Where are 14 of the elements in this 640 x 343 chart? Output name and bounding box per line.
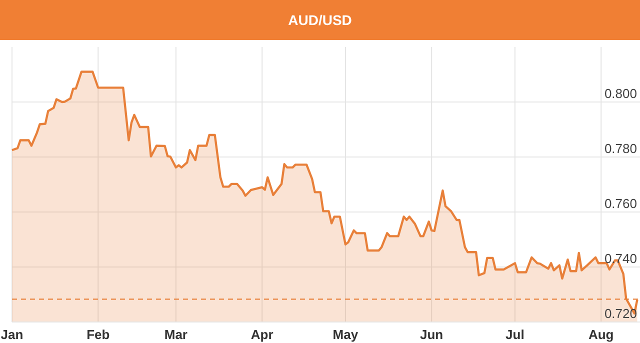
x-tick-label: Jan [0, 327, 24, 342]
y-tick-label: 0.760 [604, 196, 637, 211]
y-tick-label: 0.800 [604, 86, 637, 101]
y-tick-label: 0.720 [604, 306, 637, 321]
x-tick-label: Jul [506, 327, 524, 342]
x-tick-label: Aug [588, 327, 614, 342]
x-tick-label: Apr [250, 327, 274, 342]
x-tick-label: May [332, 327, 359, 342]
x-tick-label: Mar [164, 327, 188, 342]
chart-title: AUD/USD [288, 12, 352, 28]
x-tick-label: Jun [420, 327, 444, 342]
y-tick-label: 0.740 [604, 251, 637, 266]
y-tick-label: 0.780 [604, 141, 637, 156]
x-tick-label: Feb [86, 327, 110, 342]
